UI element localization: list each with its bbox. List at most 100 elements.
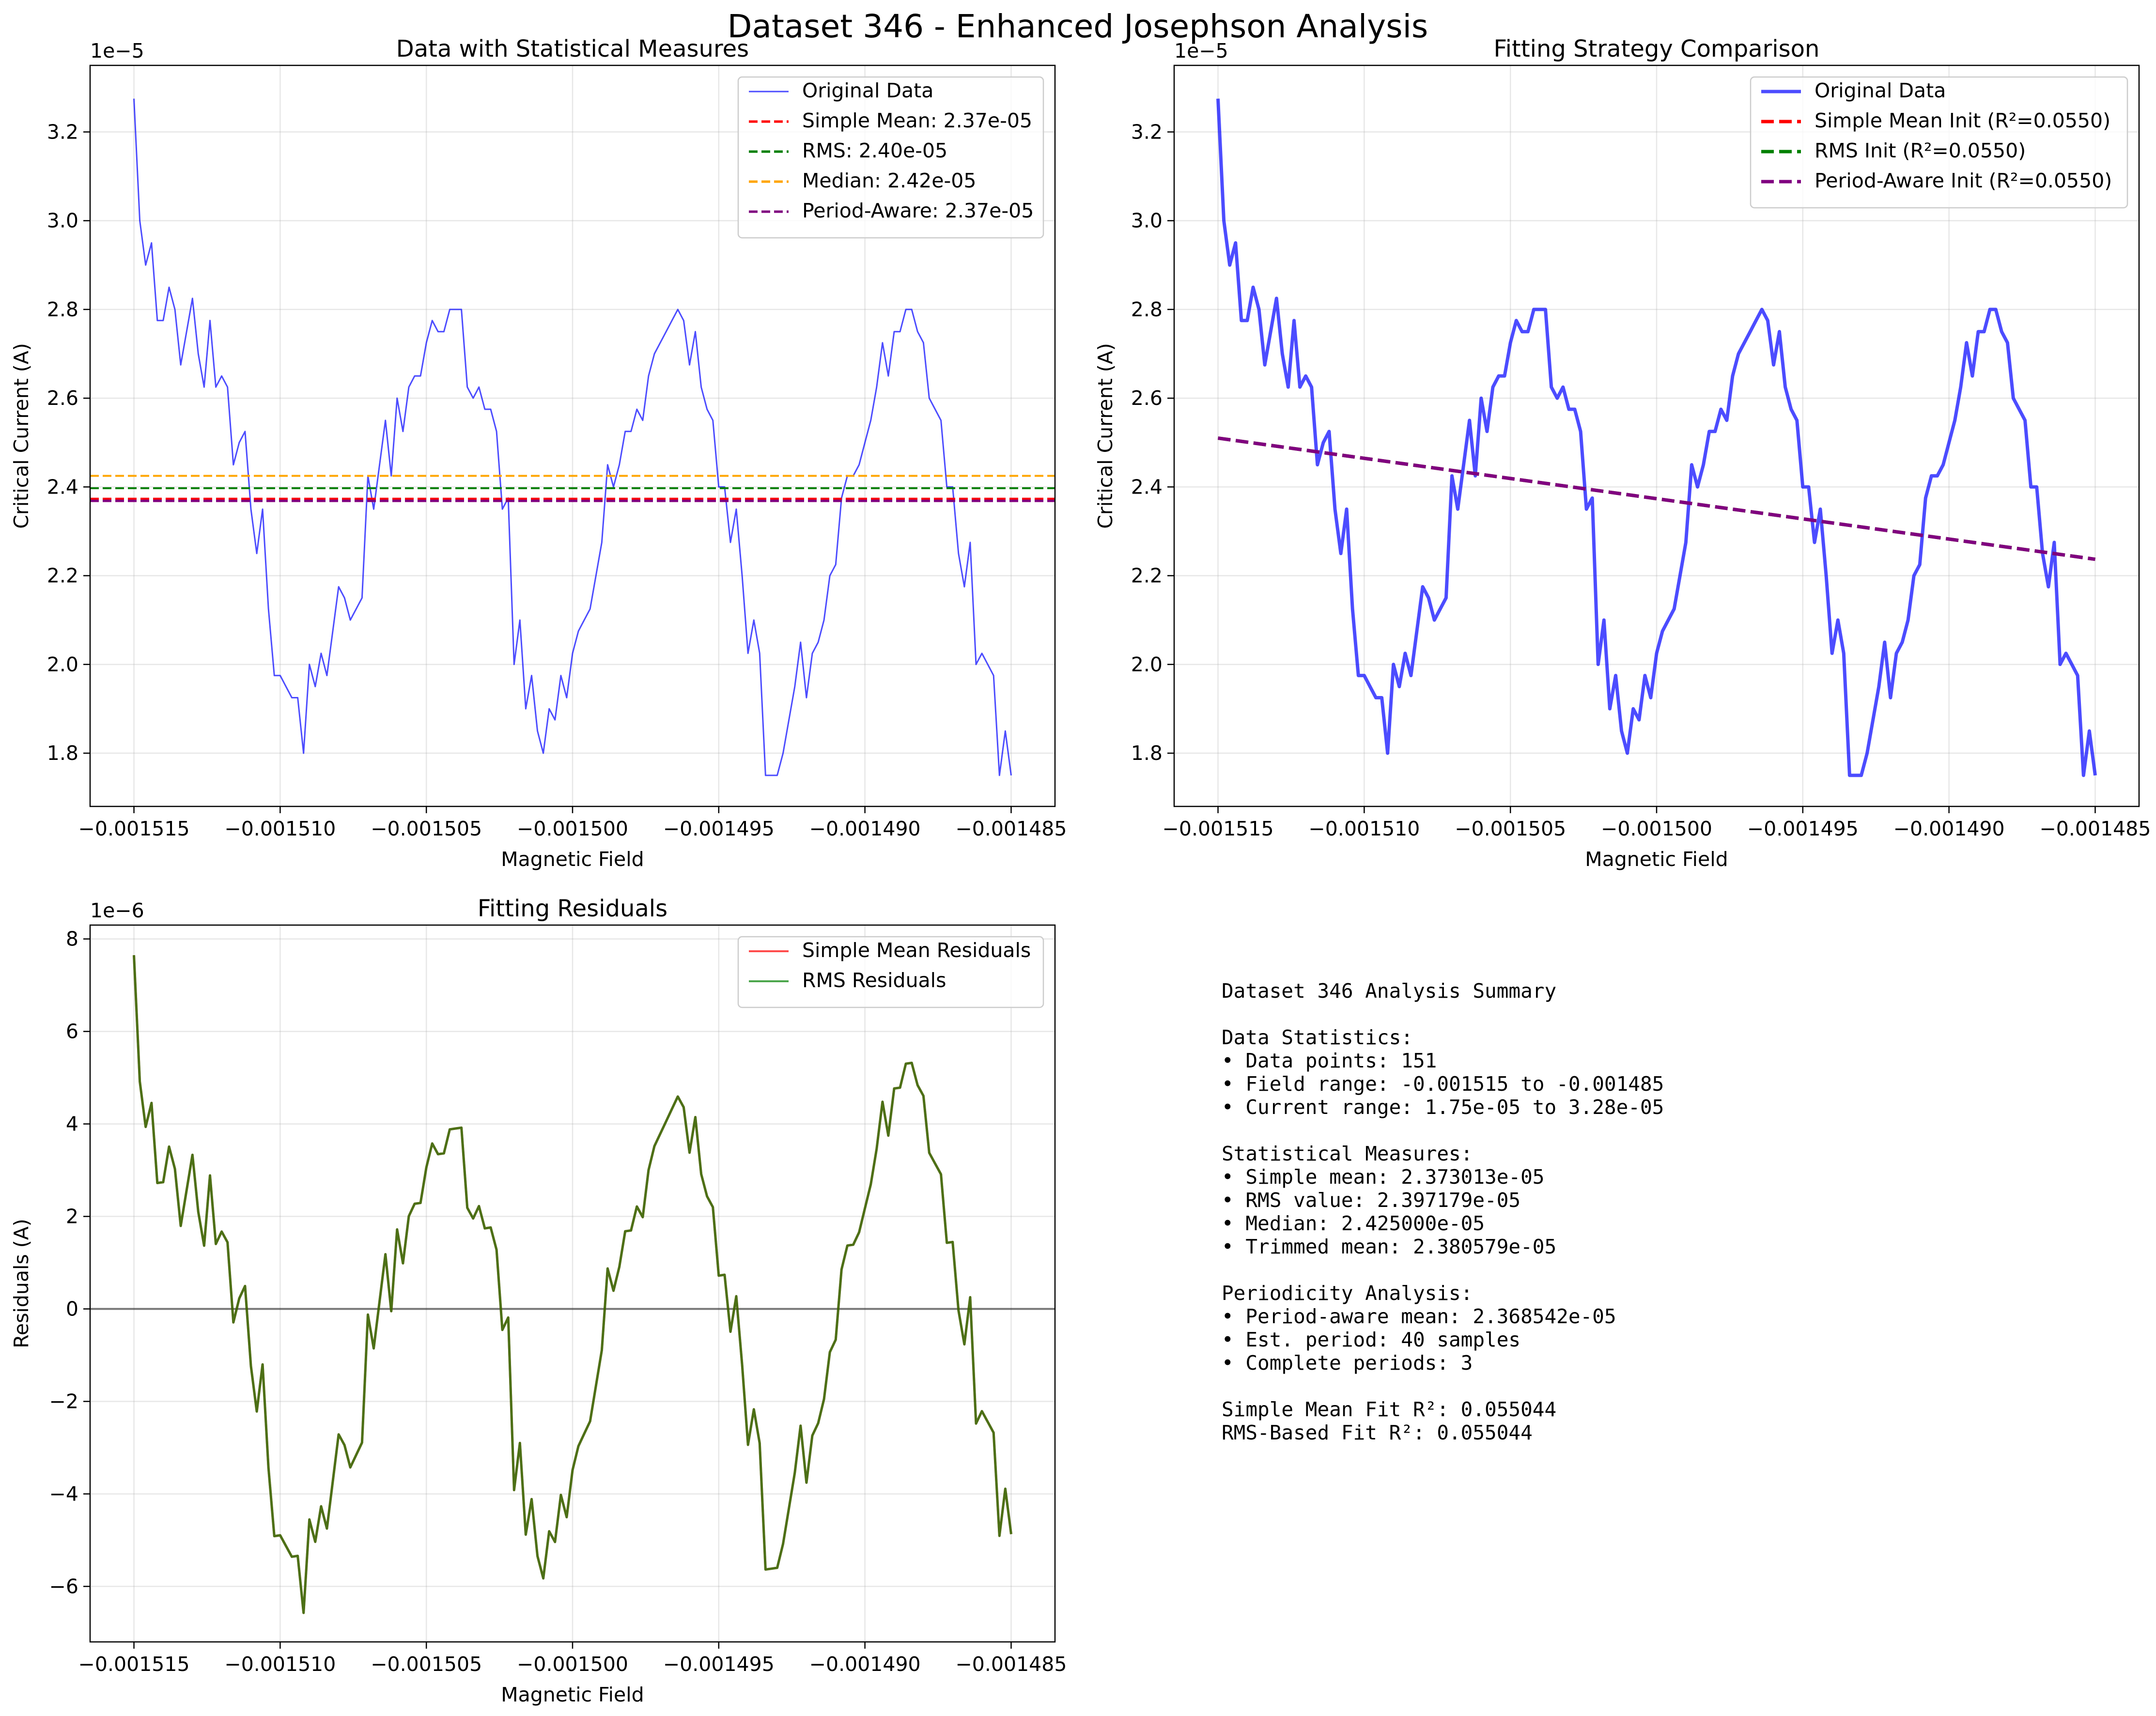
x-tick-label: −0.001510	[224, 817, 336, 840]
x-tick-label: −0.001485	[955, 817, 1067, 840]
plot-area	[1216, 98, 2097, 777]
x-tick-label: −0.001515	[1163, 817, 1274, 840]
legend-box	[1750, 76, 2128, 209]
y-offset-label: 1e−5	[1174, 39, 1228, 62]
legend-label: Median: 2.42e-05	[802, 169, 976, 192]
y-tick-label: 4	[66, 1113, 78, 1136]
y-tick-label: 1.8	[47, 742, 78, 765]
y-tick-label: 2.2	[1131, 564, 1163, 587]
panel-data-with-statistical-measures: −0.001515 −0.001510 −0.001505 −0.001500 −0.0…	[10, 35, 1067, 871]
x-tick-label: −0.001495	[1747, 817, 1859, 840]
legend-box	[737, 936, 1044, 1008]
legend-label: Simple Mean Residuals	[802, 939, 1031, 962]
y-tick-label: 2.6	[1131, 386, 1163, 410]
legend-label: Original Data	[1815, 79, 1946, 102]
x-tick-label: −0.001505	[371, 817, 482, 840]
summary-line: • Complete periods: 3	[1222, 1351, 1473, 1375]
legend: Original Data Simple Mean: 2.37e-05 RMS: 2…	[737, 76, 1044, 239]
x-tick-label: −0.001495	[663, 817, 775, 840]
summary-line: Statistical Measures:	[1222, 1142, 1473, 1165]
y-tick-label: 2.4	[47, 475, 78, 498]
series-line-original-data	[133, 98, 1012, 776]
legend: Simple Mean Residuals RMS Residuals	[737, 936, 1044, 1008]
summary-line: Data Statistics:	[1222, 1026, 1413, 1049]
y-tick-label: 2.2	[47, 564, 78, 587]
legend-label: RMS Residuals	[802, 969, 946, 992]
legend-label: RMS Init (R²=0.0550)	[1815, 139, 2026, 162]
y-tick-label: 1.8	[1131, 742, 1163, 765]
summary-line: • Current range: 1.75e-05 to 3.28e-05	[1222, 1096, 1664, 1119]
legend-label: RMS: 2.40e-05	[802, 139, 947, 162]
summary-line: Simple Mean Fit R²: 0.055044	[1222, 1398, 1557, 1421]
x-axis-label: Magnetic Field	[501, 848, 644, 871]
summary-line: • Period-aware mean: 2.368542e-05	[1222, 1305, 1616, 1328]
y-tick-label: 2.6	[47, 386, 78, 410]
analysis-summary-text: Dataset 346 Analysis Summary Data Statist…	[1222, 979, 1664, 1444]
axes-title: Data with Statistical Measures	[396, 35, 749, 62]
summary-line: • RMS value: 2.397179e-05	[1222, 1189, 1521, 1212]
y-axis-label: Critical Current (A)	[1094, 343, 1117, 529]
residual-line-rms	[133, 955, 1012, 1614]
summary-line: Periodicity Analysis:	[1222, 1282, 1473, 1305]
x-tick-label: −0.001495	[663, 1653, 775, 1676]
x-tick-label: −0.001515	[78, 817, 190, 840]
x-axis-label: Magnetic Field	[501, 1683, 644, 1706]
x-axis-label: Magnetic Field	[1585, 848, 1728, 871]
summary-line	[1222, 1119, 1664, 1142]
legend-label: Simple Mean: 2.37e-05	[802, 109, 1032, 132]
x-tick-label: −0.001500	[517, 817, 628, 840]
y-tick-label: 8	[66, 928, 78, 951]
y-tick-label: 2.8	[47, 298, 78, 321]
summary-line	[1222, 1258, 1664, 1282]
x-tick-label: −0.001490	[809, 817, 921, 840]
fit-line-period-aware	[1218, 436, 2095, 561]
summary-line: • Field range: -0.001515 to -0.001485	[1222, 1072, 1664, 1096]
x-tick-label: −0.001485	[2039, 817, 2151, 840]
y-tick-label: 2.4	[1131, 475, 1163, 498]
x-tick-label: −0.001500	[1601, 817, 1712, 840]
summary-title: Dataset 346 Analysis Summary	[1222, 979, 1557, 1003]
x-tick-label: −0.001490	[809, 1653, 921, 1676]
y-tick-label: 2.8	[1131, 298, 1163, 321]
summary-line: • Simple mean: 2.373013e-05	[1222, 1165, 1545, 1189]
y-tick-label: 2.0	[1131, 653, 1163, 676]
plot-area	[90, 98, 1055, 776]
x-tick-label: −0.001505	[371, 1653, 482, 1676]
plot-area	[90, 955, 1055, 1614]
figure-title: Dataset 346 - Enhanced Josephson Analysi…	[728, 8, 1428, 45]
series-line-original-data	[1216, 98, 2097, 777]
axes-title: Fitting Residuals	[478, 895, 667, 922]
x-tick-label: −0.001510	[224, 1653, 336, 1676]
summary-line	[1222, 1003, 1664, 1026]
y-tick-label: 2.0	[47, 653, 78, 676]
y-tick-label: −4	[49, 1482, 78, 1505]
x-tick-label: −0.001515	[78, 1653, 190, 1676]
summary-line: RMS-Based Fit R²: 0.055044	[1222, 1421, 1533, 1444]
y-tick-label: 6	[66, 1020, 78, 1043]
y-offset-label: 1e−5	[90, 39, 144, 62]
summary-line: • Median: 2.425000e-05	[1222, 1212, 1485, 1235]
y-axis-label: Residuals (A)	[10, 1219, 33, 1348]
y-tick-label: 3.2	[1131, 120, 1163, 143]
y-axis-label: Critical Current (A)	[10, 343, 33, 529]
legend-label: Simple Mean Init (R²=0.0550)	[1815, 109, 2110, 132]
legend-label: Period-Aware: 2.37e-05	[802, 199, 1034, 222]
axes-title: Fitting Strategy Comparison	[1494, 35, 1820, 62]
x-tick-label: −0.001490	[1893, 817, 2005, 840]
legend-box	[737, 76, 1044, 239]
y-tick-label: 2	[66, 1205, 78, 1228]
axes-frame	[89, 924, 1056, 1643]
legend-label: Original Data	[802, 79, 933, 102]
y-tick-label: 3.0	[1131, 209, 1163, 232]
y-offset-label: 1e−6	[90, 899, 144, 922]
y-tick-label: −2	[49, 1390, 78, 1413]
x-tick-label: −0.001500	[517, 1653, 628, 1676]
axes-frame	[1173, 64, 2140, 807]
y-tick-label: 3.2	[47, 120, 78, 143]
summary-line: • Trimmed mean: 2.380579e-05	[1222, 1235, 1557, 1258]
x-tick-label: −0.001505	[1455, 817, 1566, 840]
axes-frame	[89, 64, 1056, 807]
summary-line	[1222, 1375, 1664, 1398]
